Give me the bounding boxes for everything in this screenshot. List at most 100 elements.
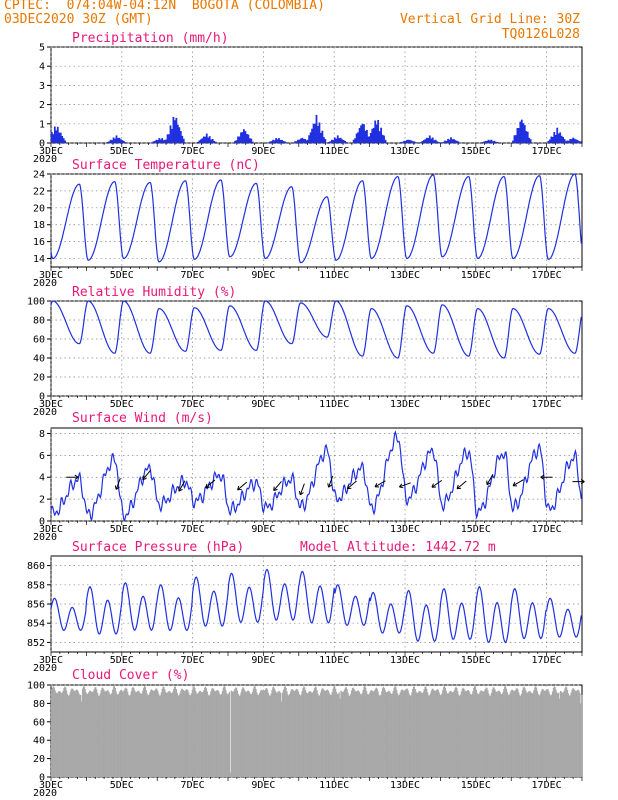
cloud-bar bbox=[426, 688, 428, 777]
cloud-bar bbox=[121, 691, 123, 777]
cloud-bar bbox=[145, 690, 147, 777]
precip-bar bbox=[548, 139, 551, 143]
y-tick-label: 8 bbox=[39, 429, 45, 440]
precip-bar bbox=[318, 122, 321, 143]
precip-bar bbox=[272, 139, 275, 143]
cloud-bar bbox=[520, 693, 523, 777]
precip-bar bbox=[434, 139, 437, 143]
x-tick-label: 17DEC bbox=[532, 780, 562, 791]
cloud-bar bbox=[188, 692, 190, 777]
cloud-bar bbox=[474, 685, 476, 777]
cloud-bar bbox=[493, 687, 495, 777]
cloud-bar bbox=[575, 690, 577, 777]
cloud-bar bbox=[269, 695, 271, 777]
cloud-bar bbox=[497, 690, 500, 777]
cloud-bar bbox=[542, 688, 544, 777]
precip-bar bbox=[579, 141, 582, 143]
precip-bar bbox=[578, 141, 580, 143]
wind-arrow bbox=[178, 480, 186, 492]
wind-arrow-head bbox=[298, 490, 304, 496]
cloud-bar bbox=[466, 690, 469, 777]
cloud-bar bbox=[300, 694, 302, 777]
cloud-bar bbox=[339, 698, 341, 777]
cloud-bar bbox=[334, 686, 336, 777]
cloud-bar bbox=[549, 694, 551, 777]
cloud-bar bbox=[63, 688, 65, 777]
cloud-bar bbox=[536, 691, 539, 777]
cloud-bar bbox=[172, 691, 174, 777]
cloud-bar bbox=[388, 690, 390, 777]
y-tick-label: 18 bbox=[33, 220, 45, 231]
precip-bar bbox=[169, 125, 172, 143]
panel-title: Surface Wind (m/s) bbox=[72, 411, 213, 426]
cloud-bar bbox=[68, 695, 70, 777]
x-tick-label: 15DEC bbox=[461, 270, 491, 281]
cloud-bar bbox=[60, 692, 62, 777]
cloud-bar bbox=[312, 690, 315, 777]
x-tick-label: 3DEC bbox=[39, 780, 63, 791]
precip-bar bbox=[428, 135, 431, 143]
cloud-bar bbox=[120, 690, 122, 777]
cloud-bar bbox=[528, 690, 531, 777]
cloud-bar bbox=[255, 688, 257, 777]
panel-pres: 852 854 856 858 860 3DEC 5DEC 7DEC 9DEC 11DEC 13DE… bbox=[27, 540, 583, 674]
precip-bar bbox=[275, 138, 277, 143]
precip-bar bbox=[166, 134, 169, 143]
precip-bar bbox=[321, 130, 324, 143]
cloud-bar bbox=[349, 695, 351, 777]
cloud-bar bbox=[166, 692, 169, 777]
cloud-bar bbox=[320, 689, 323, 777]
precip-bar bbox=[344, 141, 347, 143]
y-tick-label: 856 bbox=[27, 600, 45, 611]
x-tick-label: 9DEC bbox=[251, 780, 275, 791]
cloud-bar bbox=[250, 694, 252, 777]
cloud-bar bbox=[509, 693, 511, 777]
precip-bar bbox=[320, 132, 322, 143]
panel-rh: 0 20 40 60 80 100 3DEC 5DEC 7DEC 9DEC 11DEC 13DEC 15… bbox=[27, 285, 583, 418]
cloud-bar bbox=[340, 690, 342, 777]
x-tick-label: 3DEC bbox=[39, 270, 63, 281]
cloud-bar bbox=[205, 688, 208, 777]
cloud-bar bbox=[366, 691, 368, 777]
cloud-bar bbox=[235, 687, 238, 777]
cloud-bar bbox=[208, 695, 210, 777]
precip-bar bbox=[153, 140, 156, 143]
cloud-bar bbox=[527, 692, 529, 777]
cloud-bar bbox=[318, 695, 320, 777]
cloud-bar bbox=[341, 691, 343, 777]
precip-bar bbox=[374, 120, 377, 143]
cloud-bar bbox=[104, 690, 106, 777]
precip-bar bbox=[117, 138, 119, 143]
precip-bar bbox=[210, 139, 213, 143]
cloud-bar bbox=[80, 694, 82, 777]
cloud-bar bbox=[457, 691, 459, 777]
cloud-bar bbox=[359, 693, 362, 777]
precip-bar bbox=[152, 141, 155, 143]
y-tick-label: 40 bbox=[33, 736, 45, 747]
cloud-bar bbox=[249, 692, 251, 777]
panel-title: Precipitation (mm/h) bbox=[72, 31, 229, 46]
x-tick-label: 13DEC bbox=[390, 655, 420, 666]
precip-bar bbox=[178, 127, 181, 143]
cloud-bar bbox=[220, 694, 222, 777]
cloud-bar bbox=[99, 693, 101, 777]
cloud-bar bbox=[479, 692, 481, 777]
cloud-bar bbox=[556, 692, 558, 777]
cloud-bar bbox=[310, 691, 312, 777]
cloud-bar bbox=[394, 686, 396, 777]
cloud-bar bbox=[148, 694, 150, 777]
cloud-bar bbox=[496, 691, 498, 777]
cloud-bar bbox=[202, 691, 204, 777]
y-tick-label: 4 bbox=[39, 62, 45, 73]
precip-bar bbox=[273, 140, 276, 143]
wind-arrow-head bbox=[142, 475, 147, 481]
cloud-bar bbox=[505, 686, 507, 777]
precip-bar bbox=[490, 139, 493, 143]
precip-bar bbox=[492, 141, 494, 143]
x-tick-label: 13DEC bbox=[390, 146, 420, 157]
cloud-bar bbox=[74, 691, 76, 777]
cloud-bar bbox=[73, 690, 75, 777]
cloud-bar bbox=[112, 689, 114, 777]
cloud-bar bbox=[448, 692, 450, 777]
precip-bar bbox=[339, 137, 342, 143]
